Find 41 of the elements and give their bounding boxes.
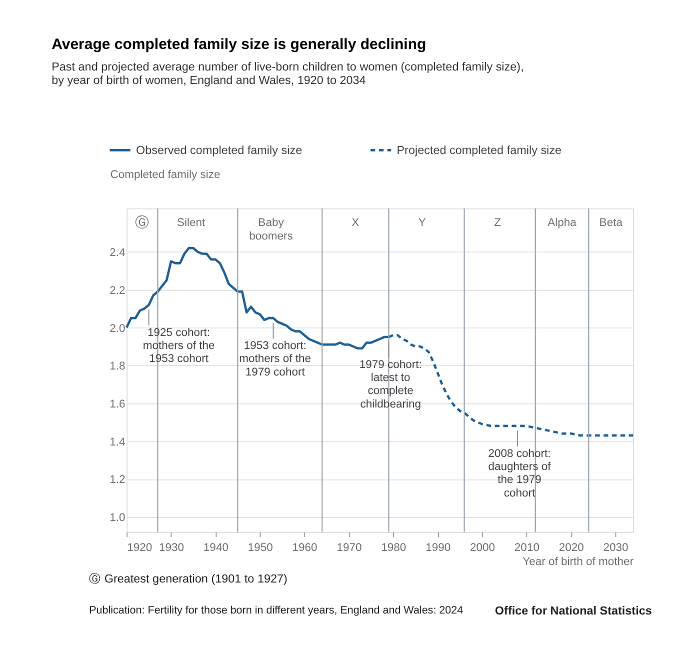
y-tick-label: 1.6 xyxy=(110,398,126,410)
x-tick-label: 2010 xyxy=(514,542,540,554)
x-axis-title: Year of birth of mother xyxy=(522,556,634,568)
y-tick-label: 2.4 xyxy=(110,247,126,260)
y-axis-title: Completed family size xyxy=(110,168,220,181)
ref-line-label: Alpha xyxy=(548,217,578,230)
text: Publication: Fertility for those born in different years, England and Wales: 2024 xyxy=(89,604,464,617)
x-tick-label: 1970 xyxy=(336,542,362,554)
x-tick-label: 2000 xyxy=(470,542,496,554)
y-tick-label: 1.0 xyxy=(110,512,126,524)
x-tick-label: 1920 xyxy=(127,542,152,554)
legend-label: Observed completed family size xyxy=(136,144,302,157)
chart-subtitle: Past and projected average number of live-born children to women (completed family size), by year of birth of women, England and Wales, 1920 to 2034 xyxy=(52,60,524,88)
text: Ⓖ Greatest generation (1901 to 1927) xyxy=(89,572,288,586)
y-tick-label: 2.2 xyxy=(110,284,126,297)
annotation: 1925 cohort: mothers of the 1953 cohort xyxy=(142,326,215,366)
legend-label: Projected completed family size xyxy=(396,144,562,157)
y-tick-label: 1.8 xyxy=(110,360,126,373)
chart-title: Average completed family size is generally declining xyxy=(52,36,426,53)
ref-line-label: Baby boomers xyxy=(249,217,294,242)
ref-line-label: Z xyxy=(494,217,502,230)
x-tick-label: 1950 xyxy=(248,542,273,554)
x-tick-label: 1980 xyxy=(381,542,406,554)
x-tick-label: 2030 xyxy=(603,542,628,554)
x-tick-label: 1990 xyxy=(426,542,451,554)
ref-line-label: Silent xyxy=(176,217,206,230)
x-tick-label: 1960 xyxy=(292,542,318,554)
ref-line-label: X xyxy=(352,217,360,230)
annotation: 2008 cohort: daughters of the 1979 cohort xyxy=(488,448,552,500)
annotation: Ⓖ xyxy=(135,215,150,232)
y-tick-label: 2.0 xyxy=(110,322,126,335)
y-tick-label: 1.2 xyxy=(110,474,126,486)
x-tick-label: 1940 xyxy=(203,542,228,554)
annotation: 1979 cohort: latest to complete childbearing xyxy=(359,358,422,410)
y-tick-label: 1.4 xyxy=(110,436,126,448)
ref-line-label: Beta xyxy=(599,217,624,230)
x-tick-label: 2020 xyxy=(558,542,584,554)
text: Office for National Statistics xyxy=(494,604,652,618)
x-tick-label: 1930 xyxy=(159,542,184,554)
annotation: 1953 cohort: mothers of the 1979 cohort xyxy=(239,340,312,378)
ref-line-label: Y xyxy=(418,217,426,230)
